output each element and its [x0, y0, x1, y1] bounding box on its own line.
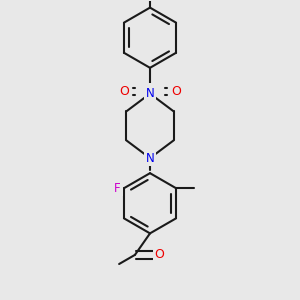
Text: O: O: [119, 85, 129, 98]
Text: O: O: [171, 85, 181, 98]
Text: O: O: [154, 248, 164, 261]
Text: F: F: [114, 182, 121, 195]
Text: N: N: [146, 152, 154, 165]
Text: S: S: [146, 85, 154, 98]
Text: N: N: [146, 87, 154, 100]
